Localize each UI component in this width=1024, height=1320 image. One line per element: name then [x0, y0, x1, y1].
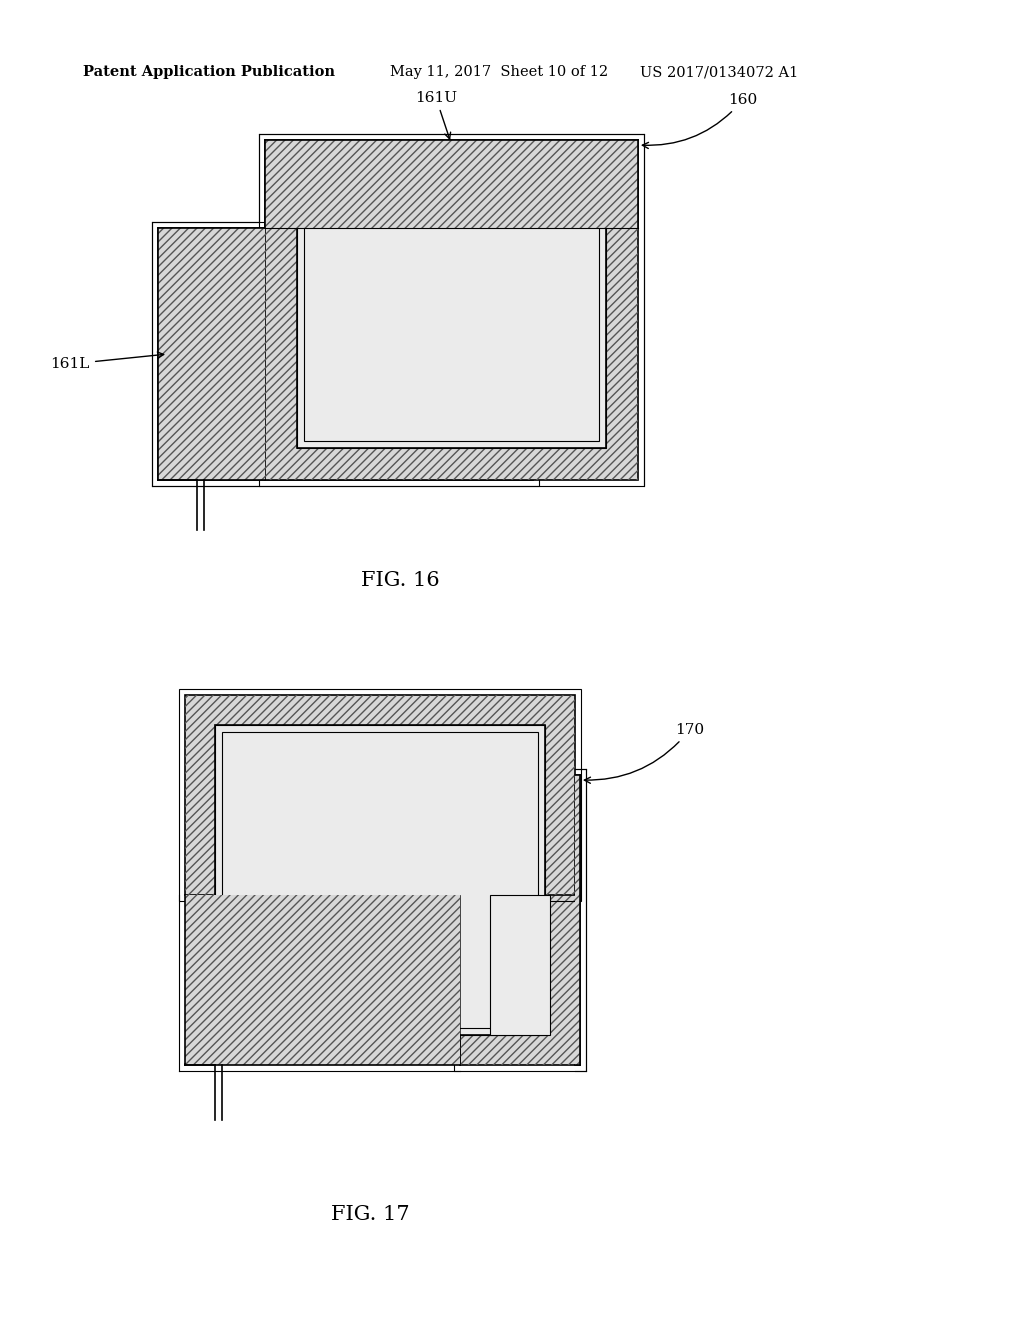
Text: 170: 170: [585, 723, 705, 783]
Bar: [460, 775, 580, 1065]
Bar: [185, 895, 460, 1065]
Bar: [454, 770, 586, 1071]
Bar: [259, 135, 644, 486]
Bar: [185, 696, 575, 895]
Bar: [158, 228, 265, 480]
Bar: [190, 260, 501, 447]
Bar: [190, 260, 501, 447]
Text: 161L: 161L: [50, 352, 164, 371]
Text: US 2017/0134072 A1: US 2017/0134072 A1: [640, 65, 799, 79]
Text: 160: 160: [642, 92, 758, 148]
Bar: [158, 228, 265, 480]
Bar: [158, 228, 534, 480]
Bar: [222, 733, 538, 1028]
Bar: [297, 172, 606, 447]
Bar: [185, 895, 460, 1065]
Text: FIG. 16: FIG. 16: [360, 570, 439, 590]
Bar: [158, 228, 534, 480]
Bar: [297, 172, 606, 447]
Bar: [179, 689, 581, 902]
Bar: [304, 180, 599, 441]
Bar: [460, 775, 580, 1065]
Bar: [215, 725, 545, 1035]
Bar: [490, 895, 550, 1035]
Bar: [265, 140, 638, 228]
Bar: [575, 775, 580, 1065]
Bar: [197, 267, 494, 441]
Bar: [265, 140, 638, 480]
Bar: [265, 140, 638, 228]
Bar: [575, 775, 580, 1065]
Bar: [185, 696, 575, 895]
Bar: [265, 140, 638, 480]
Text: FIG. 17: FIG. 17: [331, 1205, 410, 1225]
Bar: [152, 222, 539, 486]
Bar: [215, 725, 545, 1035]
Text: 161U: 161U: [415, 91, 457, 139]
Text: May 11, 2017  Sheet 10 of 12: May 11, 2017 Sheet 10 of 12: [390, 65, 608, 79]
Text: Patent Application Publication: Patent Application Publication: [83, 65, 335, 79]
